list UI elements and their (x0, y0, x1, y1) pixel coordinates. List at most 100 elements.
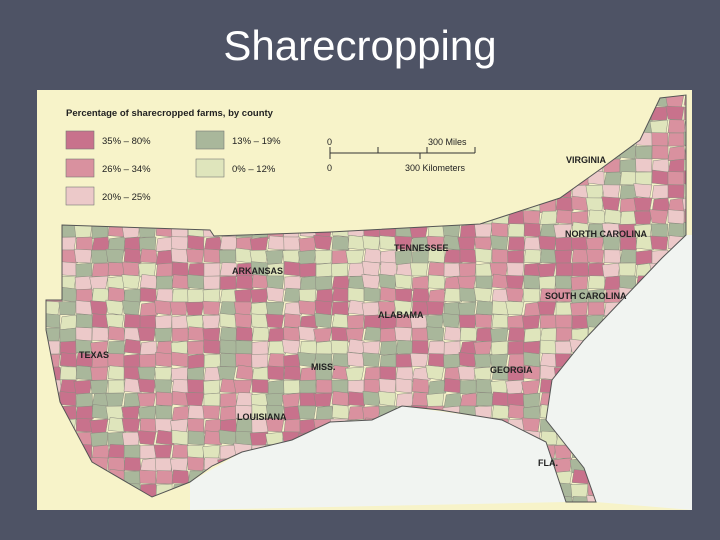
county (299, 314, 318, 330)
county (587, 301, 605, 316)
county (121, 274, 141, 290)
county (683, 145, 686, 162)
county (235, 326, 253, 342)
state-label: ALABAMA (378, 310, 424, 320)
county (267, 379, 286, 396)
county (683, 222, 686, 238)
county (539, 210, 559, 225)
county (571, 195, 589, 212)
county (59, 366, 78, 381)
county (505, 287, 525, 303)
county (457, 236, 477, 251)
county (121, 431, 141, 447)
county (378, 378, 397, 394)
county (667, 132, 686, 147)
county (171, 351, 189, 368)
county (603, 249, 621, 264)
county (362, 235, 381, 251)
county (555, 301, 573, 316)
county (187, 430, 205, 446)
county (459, 327, 478, 342)
county (123, 248, 142, 264)
county (585, 184, 605, 199)
county (601, 196, 621, 212)
county (234, 288, 253, 304)
county (89, 275, 109, 291)
county (411, 301, 430, 316)
county (539, 327, 559, 343)
county (490, 327, 509, 343)
county (331, 353, 350, 368)
county (235, 247, 253, 264)
county (443, 249, 463, 264)
county (425, 364, 445, 381)
county (234, 313, 253, 329)
county (59, 340, 77, 356)
county (427, 274, 446, 290)
county (411, 327, 429, 342)
county (155, 391, 173, 407)
scale-bar: 0 300 Miles 0 300 Kilometers (327, 137, 476, 173)
county (427, 288, 447, 304)
county (283, 301, 303, 317)
county (603, 171, 623, 186)
state-label: FLA. (538, 458, 558, 468)
county (571, 496, 590, 502)
county (123, 457, 142, 472)
county (155, 288, 175, 303)
county (570, 483, 589, 498)
county (619, 171, 638, 186)
county (73, 379, 93, 395)
county (331, 301, 349, 316)
county (490, 340, 509, 356)
county (459, 392, 479, 409)
county (635, 145, 653, 160)
county (107, 365, 126, 381)
county (665, 105, 685, 121)
county (283, 313, 302, 329)
county (123, 313, 142, 329)
county (235, 275, 254, 290)
county (251, 379, 269, 394)
county (426, 392, 445, 408)
county (185, 248, 205, 264)
county (601, 184, 621, 199)
county (683, 119, 686, 135)
county (521, 379, 541, 396)
county (330, 340, 349, 355)
county (363, 248, 383, 264)
county (523, 222, 541, 238)
county (458, 314, 477, 329)
county (267, 365, 285, 381)
county (667, 209, 685, 225)
legend-swatch (65, 186, 95, 206)
county (411, 275, 429, 292)
county (171, 327, 189, 342)
county (443, 262, 461, 278)
county (59, 391, 77, 407)
county (154, 327, 173, 342)
county (203, 275, 221, 290)
county (154, 366, 173, 382)
county (443, 353, 461, 369)
county (651, 145, 669, 160)
county (107, 431, 125, 447)
county (313, 234, 333, 251)
county (107, 444, 127, 459)
county (314, 300, 333, 316)
county (91, 353, 109, 368)
county (331, 275, 351, 290)
county (345, 366, 365, 382)
county (91, 262, 110, 277)
county (155, 262, 174, 278)
county (331, 326, 349, 342)
county (171, 379, 190, 394)
county (635, 234, 654, 251)
county (505, 301, 525, 316)
county (315, 340, 333, 356)
county (299, 392, 317, 407)
county (347, 352, 365, 368)
county (202, 288, 221, 304)
county (554, 275, 573, 290)
county (90, 249, 109, 264)
